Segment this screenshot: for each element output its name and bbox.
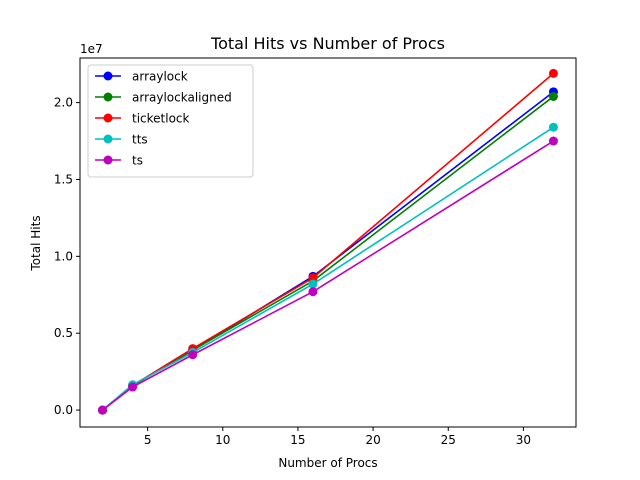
legend-box bbox=[87, 64, 254, 178]
x-tick-label: 30 bbox=[516, 433, 531, 447]
data-point-tts bbox=[308, 279, 318, 289]
y-tick-label: 0.0 bbox=[54, 403, 73, 417]
x-tick-label: 20 bbox=[365, 433, 380, 447]
data-point-ts bbox=[98, 405, 108, 415]
legend-swatch-marker bbox=[103, 71, 113, 81]
data-point-ticketlock bbox=[308, 273, 318, 283]
y-axis-label: Total Hits bbox=[29, 215, 43, 271]
legend: arraylock arraylockaligned ticketlock tts ts bbox=[87, 64, 254, 178]
axes-frame bbox=[79, 57, 577, 428]
legend-entry-label: ts bbox=[132, 154, 143, 168]
x-axis-label: Number of Procs bbox=[278, 456, 377, 470]
legend-entry-label: arraylock bbox=[132, 70, 188, 84]
legend-swatch-marker bbox=[103, 134, 113, 144]
data-point-ts bbox=[548, 136, 558, 146]
data-point-ts bbox=[188, 350, 198, 360]
legend-entry-label: ticketlock bbox=[132, 112, 190, 126]
x-tick-label: 25 bbox=[441, 433, 456, 447]
legend-swatch-marker bbox=[103, 92, 113, 102]
legend-swatch-marker bbox=[103, 155, 113, 165]
data-point-ts bbox=[308, 287, 318, 297]
legend-entry-label: tts bbox=[132, 133, 148, 147]
y-tick-label: 2.0 bbox=[54, 96, 73, 110]
y-tick-label: 0.5 bbox=[54, 326, 73, 340]
x-tick-label: 15 bbox=[290, 433, 305, 447]
data-point-tts bbox=[548, 122, 558, 132]
y-tick-label: 1.0 bbox=[54, 249, 73, 263]
chart-title: Total Hits vs Number of Procs bbox=[210, 34, 445, 53]
data-point-ts bbox=[128, 382, 138, 392]
y-scale-label: 1e7 bbox=[80, 42, 103, 56]
y-tick-label: 1.5 bbox=[54, 172, 73, 186]
data-point-arraylockaligned bbox=[548, 91, 558, 101]
data-point-ticketlock bbox=[548, 68, 558, 78]
x-tick-label: 5 bbox=[144, 433, 152, 447]
legend-swatch-marker bbox=[103, 113, 113, 123]
x-tick-label: 10 bbox=[215, 433, 230, 447]
legend-entry-label: arraylockaligned bbox=[132, 91, 232, 105]
plot-area: 5 10 15 20 25 30 0.0 0.5 1.0 1.5 2.0 bbox=[54, 68, 558, 447]
